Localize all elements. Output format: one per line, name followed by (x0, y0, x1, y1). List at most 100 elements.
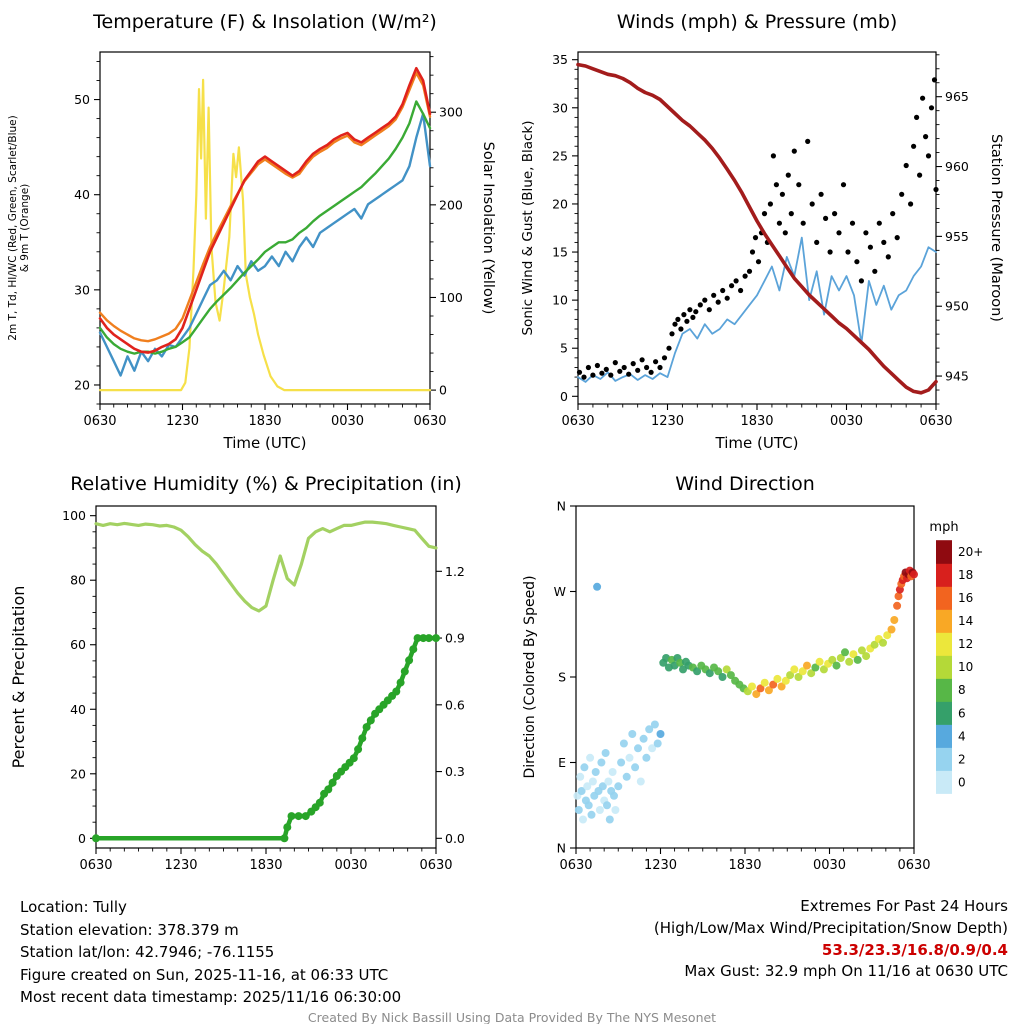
svg-text:40: 40 (70, 702, 86, 717)
svg-text:N: N (557, 841, 566, 856)
extremes-values: 53.3/23.3/16.8/0.9/0.4 (821, 940, 1008, 959)
svg-text:Sonic Wind & Gust (Blue, Black: Sonic Wind & Gust (Blue, Black) (520, 120, 536, 335)
svg-text:1830: 1830 (740, 414, 773, 429)
svg-text:60: 60 (70, 637, 86, 652)
svg-text:50: 50 (74, 92, 90, 107)
credit-line: Created By Nick Bassill Using Data Provi… (307, 1009, 717, 1024)
svg-text:5: 5 (560, 341, 568, 356)
svg-text:Direction (Colored By Speed): Direction (Colored By Speed) (522, 575, 538, 778)
svg-text:35: 35 (552, 52, 568, 67)
svg-text:1230: 1230 (644, 858, 677, 873)
svg-text:0: 0 (560, 389, 568, 404)
svg-text:1230: 1230 (651, 414, 684, 429)
station-latlon: Station lat/lon: 42.7946; -76.1155 (20, 943, 275, 961)
svg-text:1830: 1830 (248, 414, 281, 429)
svg-text:20+: 20+ (958, 545, 983, 559)
svg-text:N: N (557, 499, 566, 514)
svg-text:0630: 0630 (561, 414, 594, 429)
svg-text:0630: 0630 (413, 414, 446, 429)
charts-grid: 0630 1230 1830 0030 0630 20 30 40 50 0 100 200 300 Te… (0, 0, 1024, 892)
svg-text:25: 25 (552, 148, 568, 163)
svg-text:Station Pressure (Maroon): Station Pressure (Maroon) (988, 134, 1004, 322)
svg-text:Solar Insolation (Yellow): Solar Insolation (Yellow) (480, 142, 496, 315)
svg-text:2: 2 (958, 752, 966, 766)
svg-text:80: 80 (70, 573, 86, 588)
svg-text:200: 200 (439, 197, 463, 212)
svg-text:0630: 0630 (559, 858, 592, 873)
svg-text:1830: 1830 (728, 858, 761, 873)
svg-text:0.6: 0.6 (445, 697, 465, 712)
max-gust: Max Gust: 32.9 mph On 11/16 at 0630 UTC (684, 962, 1008, 981)
svg-text:955: 955 (945, 229, 969, 244)
svg-text:0030: 0030 (830, 414, 863, 429)
svg-text:100: 100 (62, 508, 86, 523)
svg-text:20: 20 (74, 377, 90, 392)
svg-text:960: 960 (945, 159, 969, 174)
svg-text:Time (UTC): Time (UTC) (223, 434, 307, 452)
svg-text:W: W (554, 584, 566, 599)
svg-text:0: 0 (958, 775, 966, 789)
station-elevation: Station elevation: 378.379 m (20, 920, 239, 939)
station-info: Location: Tully Station elevation: 378.3… (20, 896, 401, 1009)
extremes-subtitle: (High/Low/Max Wind/Precipitation/Snow De… (653, 918, 1008, 937)
svg-text:15: 15 (552, 245, 568, 260)
svg-text:1230: 1230 (166, 414, 199, 429)
svg-text:100: 100 (439, 290, 463, 305)
extremes-info: Extremes For Past 24 Hours (High/Low/Max… (654, 896, 1008, 983)
humidity-precipitation-chart: 0630 1230 1830 0030 0630 0 20 40 60 80 100 0.0 0.3 0.… (0, 462, 512, 892)
svg-text:14: 14 (958, 614, 973, 628)
svg-text:40: 40 (74, 187, 90, 202)
svg-text:8: 8 (958, 683, 966, 697)
svg-text:1230: 1230 (164, 858, 197, 873)
svg-text:0: 0 (78, 831, 86, 846)
svg-text:16: 16 (958, 591, 973, 605)
svg-text:Relative Humidity (%) & Precip: Relative Humidity (%) & Precipitation (i… (70, 473, 462, 495)
svg-text:4: 4 (958, 729, 966, 743)
svg-text:0030: 0030 (334, 858, 367, 873)
svg-text:mph: mph (929, 520, 958, 535)
svg-text:1830: 1830 (249, 858, 282, 873)
svg-text:945: 945 (945, 369, 969, 384)
svg-text:0630: 0630 (919, 414, 952, 429)
svg-text:Time (UTC): Time (UTC) (715, 434, 799, 452)
svg-text:0.9: 0.9 (445, 631, 465, 646)
svg-text:0: 0 (439, 383, 447, 398)
svg-text:0.0: 0.0 (445, 831, 465, 846)
svg-text:E: E (558, 755, 566, 770)
svg-text:20: 20 (552, 196, 568, 211)
svg-text:12: 12 (958, 637, 973, 651)
svg-text:0030: 0030 (331, 414, 364, 429)
figure-created: Figure created on Sun, 2025-11-16, at 06… (20, 965, 389, 984)
svg-text:0630: 0630 (83, 414, 116, 429)
winds-pressure-chart: 0630 1230 1830 0030 0630 0 5 10 15 20 25 30 35 945 950… (512, 0, 1024, 462)
svg-text:30: 30 (74, 282, 90, 297)
svg-text:10: 10 (552, 293, 568, 308)
svg-text:S: S (558, 670, 566, 685)
svg-text:10: 10 (958, 660, 973, 674)
svg-text:6: 6 (958, 706, 966, 720)
svg-text:0630: 0630 (419, 858, 452, 873)
svg-text:0030: 0030 (813, 858, 846, 873)
svg-text:20: 20 (70, 766, 86, 781)
temperature-insolation-chart: 0630 1230 1830 0030 0630 20 30 40 50 0 100 200 300 Te… (0, 0, 512, 462)
svg-text:300: 300 (439, 105, 463, 120)
svg-text:2m T, Td, HI/WC (Red, Green, S: 2m T, Td, HI/WC (Red, Green, Scarlet/Blu… (7, 115, 19, 340)
svg-text:Winds (mph) & Pressure (mb): Winds (mph) & Pressure (mb) (617, 11, 898, 33)
svg-text:& 9m T (Orange): & 9m T (Orange) (19, 184, 31, 273)
data-timestamp: Most recent data timestamp: 2025/11/16 0… (20, 988, 402, 1006)
svg-text:Temperature (F) & Insolation (: Temperature (F) & Insolation (W/m²) (92, 11, 437, 33)
svg-text:1.2: 1.2 (445, 564, 465, 579)
svg-text:18: 18 (958, 568, 973, 582)
info-row: Location: Tully Station elevation: 378.3… (0, 892, 1024, 1009)
svg-text:965: 965 (945, 89, 969, 104)
svg-text:Wind Direction: Wind Direction (675, 473, 815, 495)
svg-text:Percent & Precipitation: Percent & Precipitation (9, 586, 28, 769)
station-location: Location: Tully (20, 898, 127, 916)
svg-text:950: 950 (945, 299, 969, 314)
extremes-title: Extremes For Past 24 Hours (800, 897, 1008, 915)
svg-text:0630: 0630 (897, 858, 930, 873)
svg-text:30: 30 (552, 100, 568, 115)
svg-text:0.3: 0.3 (445, 764, 465, 779)
